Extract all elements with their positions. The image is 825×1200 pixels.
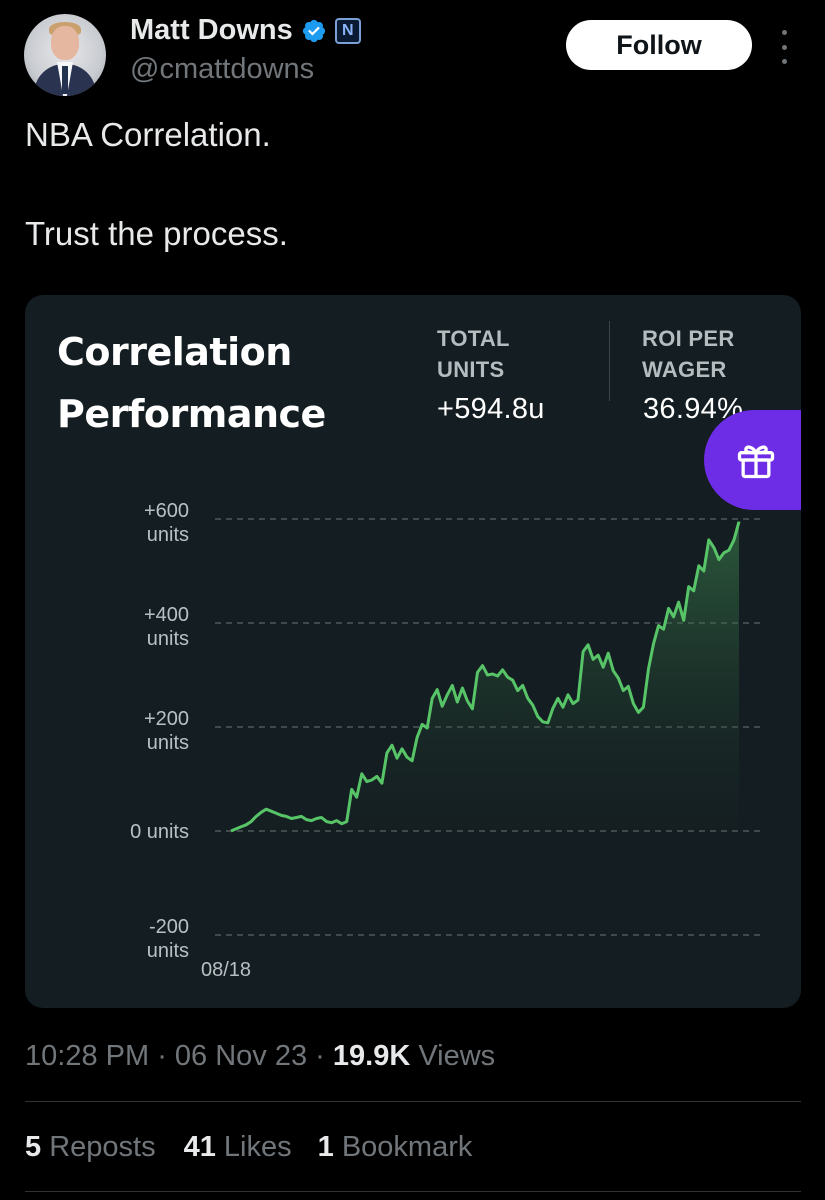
- views-count: 19.9K: [332, 1040, 411, 1072]
- views-label: Views: [410, 1040, 496, 1072]
- series-area: [231, 521, 739, 831]
- reposts-stat[interactable]: 5 Reposts: [25, 1131, 156, 1164]
- likes-stat[interactable]: 41 Likes: [184, 1131, 292, 1164]
- author-avatar[interactable]: [24, 14, 106, 96]
- gift-button[interactable]: [704, 410, 801, 510]
- performance-card-image[interactable]: +600 units +400 units +200 units 0 units -200 un…: [25, 295, 801, 1008]
- x-tick-label: 08/18: [201, 959, 251, 981]
- reposts-label: Reposts: [41, 1131, 156, 1163]
- y-tick-label: +200 units: [144, 708, 189, 754]
- bookmarks-stat[interactable]: 1 Bookmark: [318, 1131, 473, 1164]
- author-name[interactable]: Matt Downs: [130, 14, 293, 46]
- tweet-text-line-1: NBA Correlation.: [25, 116, 271, 153]
- meta-separator: ·: [149, 1040, 175, 1072]
- y-tick-label: +400 units: [144, 604, 189, 650]
- likes-count: 41: [183, 1131, 216, 1163]
- tweet-time[interactable]: 10:28 PM: [25, 1040, 150, 1072]
- total-units-label-line-2: UNITS: [437, 357, 505, 382]
- series-line: [230, 521, 741, 833]
- roi-label-line-1: ROI PER: [642, 326, 735, 351]
- total-units-label: TOTAL UNITS: [437, 323, 597, 385]
- affiliation-badge-icon[interactable]: N: [334, 17, 361, 44]
- card-title: Correlation Performance: [57, 321, 377, 445]
- meta-separator: ·: [307, 1040, 333, 1072]
- gift-icon: [737, 445, 775, 479]
- total-units-label-line-1: TOTAL: [437, 326, 510, 351]
- roi-label-line-2: WAGER: [642, 357, 727, 382]
- reposts-count: 5: [25, 1131, 42, 1163]
- y-tick-label: -200 units: [147, 916, 189, 962]
- bookmarks-count: 1: [317, 1131, 334, 1163]
- author-name-row: Matt Downs N: [130, 14, 361, 47]
- engagement-stats: 5 Reposts 41 Likes 1 Bookmark: [25, 1131, 472, 1164]
- y-tick-label: 0 units: [130, 821, 189, 843]
- roi-label: ROI PER WAGER: [642, 323, 801, 385]
- total-units-value: +594.8u: [437, 393, 545, 425]
- tweet-text-line-2: Trust the process.: [25, 215, 288, 252]
- follow-button[interactable]: Follow: [566, 20, 752, 70]
- card-title-line-1: Correlation: [57, 330, 292, 374]
- tweet-date[interactable]: 06 Nov 23: [174, 1040, 308, 1072]
- tweet-meta: 10:28 PM · 06 Nov 23 · 19.9K Views: [25, 1040, 495, 1073]
- performance-chart: +600 units +400 units +200 units 0 units -200 un…: [130, 500, 761, 981]
- divider: [25, 1191, 801, 1192]
- card-title-line-2: Performance: [57, 392, 326, 436]
- author-handle[interactable]: @cmattdowns: [130, 53, 315, 85]
- verified-badge-icon: [302, 19, 325, 42]
- bookmarks-label: Bookmark: [333, 1131, 473, 1163]
- y-tick-label: +600 units: [144, 500, 189, 546]
- divider: [25, 1101, 801, 1102]
- more-options-icon[interactable]: [774, 30, 794, 64]
- stat-divider: [609, 321, 610, 401]
- likes-label: Likes: [215, 1131, 292, 1163]
